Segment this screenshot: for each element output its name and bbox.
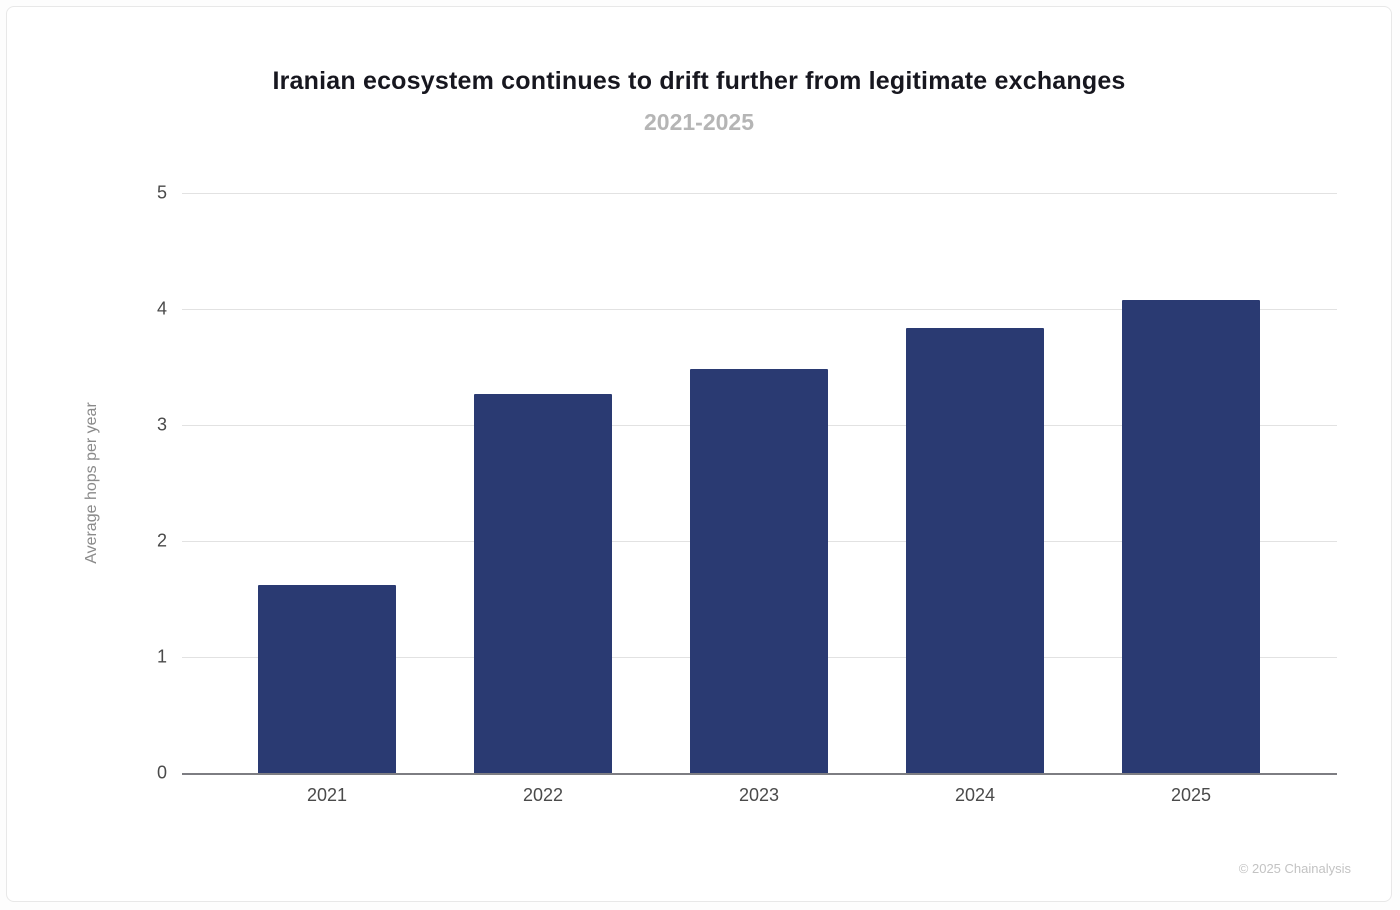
bar-2023[interactable] [690, 369, 828, 773]
chart-subtitle: 2021-2025 [644, 109, 754, 135]
footer-credit: © 2025 Chainalysis [1238, 861, 1351, 876]
x-label-2025: 2025 [1170, 785, 1212, 805]
bar-band-2021 [219, 193, 435, 773]
bar-band-2022 [435, 193, 651, 773]
bar-2025[interactable] [1122, 299, 1260, 773]
x-label-2024: 2024 [954, 785, 996, 805]
x-axis-labels: 2021 2022 2023 2024 2025 [219, 785, 1299, 806]
bar-band-2023 [651, 193, 867, 773]
y-tick-5: 5 [156, 182, 167, 203]
x-label-2022: 2022 [522, 785, 564, 805]
x-label-2023: 2023 [738, 785, 780, 805]
gridline-5 [182, 193, 1337, 194]
bars-row [219, 193, 1299, 773]
x-axis-line [182, 773, 1337, 775]
bar-band-2025 [1083, 193, 1299, 773]
y-tick-3: 3 [156, 414, 167, 435]
bar-2022[interactable] [474, 393, 612, 773]
y-tick-4: 4 [156, 298, 167, 319]
y-tick-1: 1 [156, 646, 167, 667]
x-label-2021: 2021 [306, 785, 348, 805]
y-axis-title: Average hops per year [83, 402, 100, 564]
gridline-4 [182, 309, 1337, 310]
bar-2024[interactable] [906, 327, 1044, 773]
chart-card: Iranian ecosystem continues to drift fur… [6, 6, 1392, 902]
bar-band-2024 [867, 193, 1083, 773]
y-tick-0: 0 [156, 762, 167, 783]
plot-area [182, 193, 1337, 775]
chart-title: Iranian ecosystem continues to drift fur… [272, 67, 1126, 95]
bar-2021[interactable] [258, 585, 396, 773]
y-tick-2: 2 [156, 530, 167, 551]
